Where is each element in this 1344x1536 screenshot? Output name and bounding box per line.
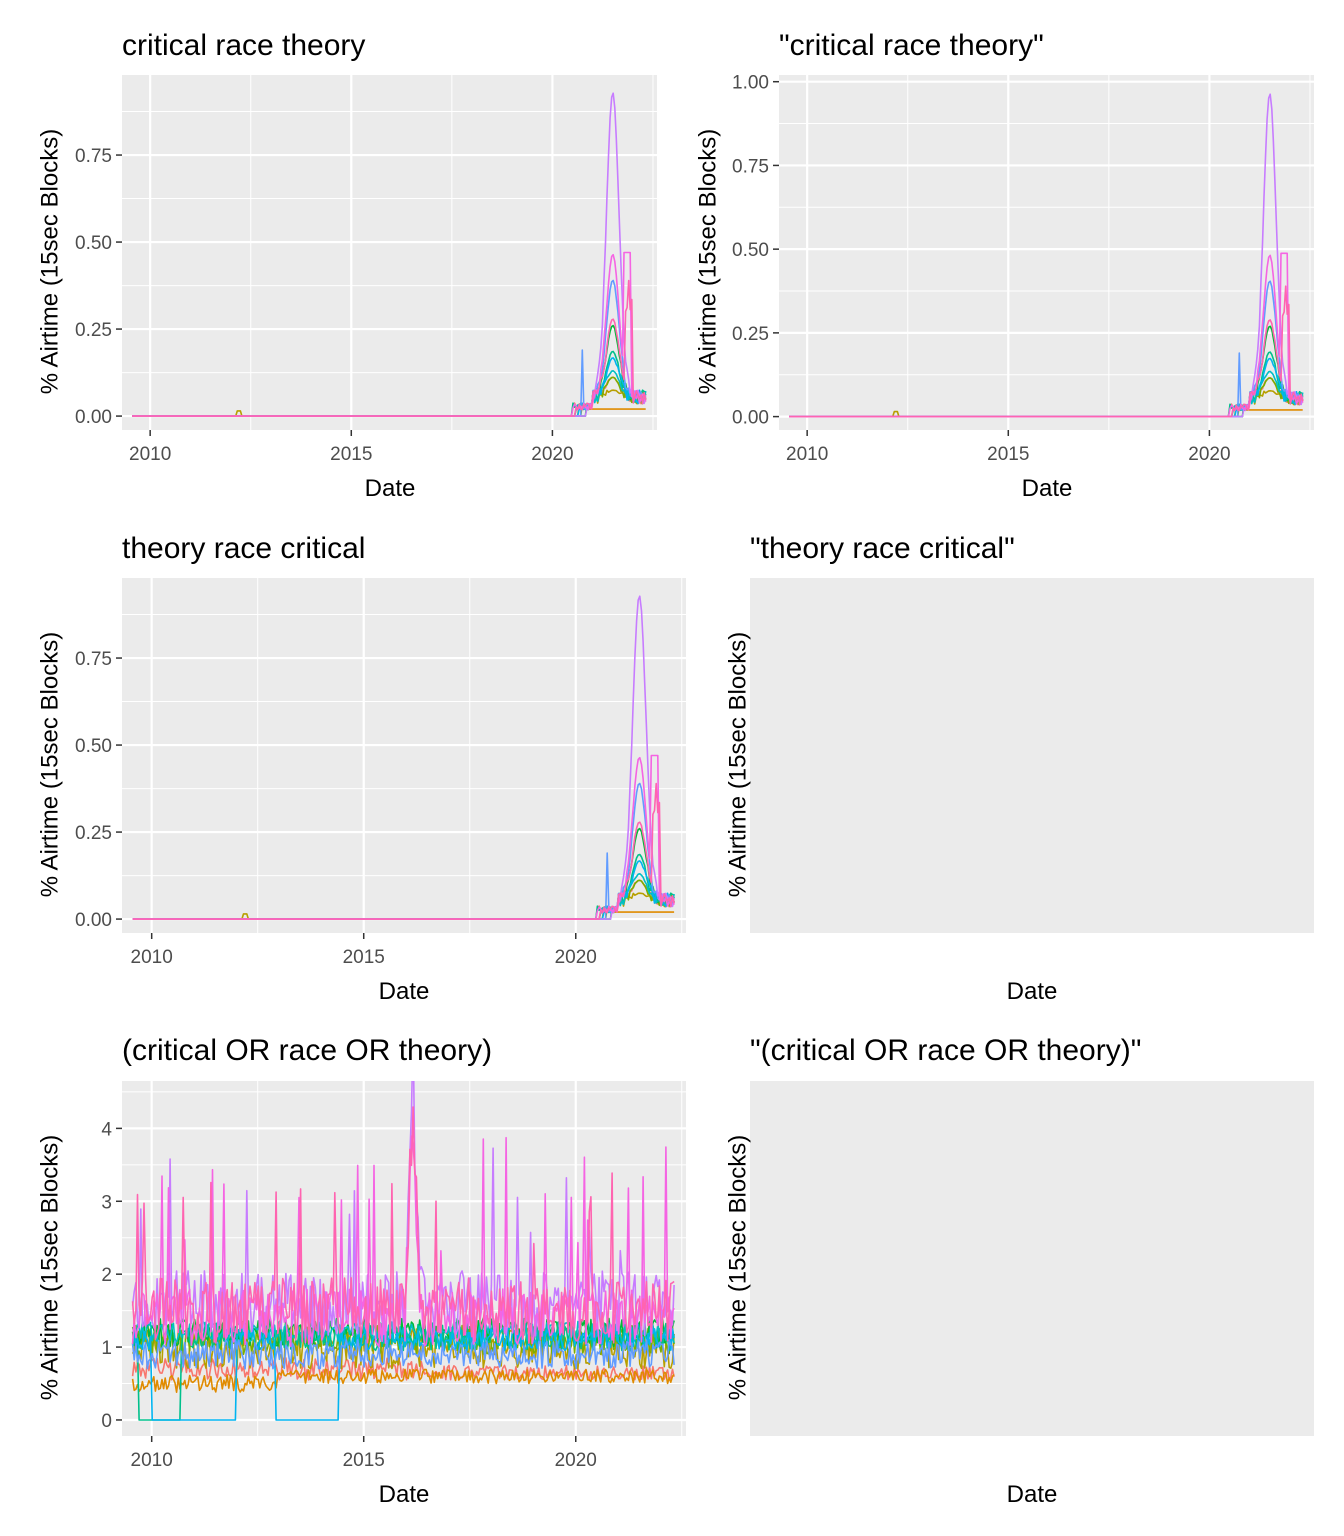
plot-panel	[750, 1081, 1314, 1436]
y-tick-label: 1.00	[732, 73, 769, 94]
panel-6: "(critical OR race OR theory)" % Airtime …	[724, 1034, 1314, 1508]
y-tick-label: 0.25	[75, 320, 112, 341]
y-axis-title: % Airtime (15sec Blocks)	[36, 1135, 63, 1400]
y-tick-label: 0	[101, 1411, 112, 1432]
series-line-12	[131, 1106, 675, 1344]
y-tick-label: 0.75	[75, 146, 112, 167]
y-tick-label: 0.75	[75, 649, 112, 670]
x-tick-label: 2010	[131, 947, 173, 968]
x-axis-title: Date	[1007, 1481, 1058, 1508]
y-tick-label: 0.75	[732, 156, 769, 177]
x-tick-label: 2020	[555, 947, 597, 968]
y-axis-title: % Airtime (15sec Blocks)	[36, 129, 63, 394]
y-tick-label: 0.00	[75, 407, 112, 428]
series-group	[131, 1081, 675, 1421]
y-tick-label: 0.00	[732, 408, 769, 429]
y-axis-title: % Airtime (15sec Blocks)	[694, 129, 721, 394]
panel-title: theory race critical	[122, 532, 365, 565]
y-tick-label: 4	[101, 1119, 112, 1140]
x-tick-label: 2020	[531, 444, 573, 465]
panel-title: (critical OR race OR theory)	[122, 1034, 492, 1067]
x-tick-label: 2010	[131, 1450, 173, 1471]
x-tick-label: 2010	[129, 444, 171, 465]
y-tick-label: 1	[101, 1338, 112, 1359]
y-axis-title: % Airtime (15sec Blocks)	[724, 632, 751, 897]
panel-title: "(critical OR race OR theory)"	[750, 1034, 1141, 1067]
plot-panel	[779, 75, 1314, 430]
series-group	[132, 92, 647, 417]
x-tick-label: 2015	[987, 444, 1029, 465]
y-tick-label: 3	[101, 1192, 112, 1213]
y-tick-label: 0.25	[75, 823, 112, 844]
x-axis-title: Date	[1022, 475, 1073, 502]
series-line-12	[789, 285, 1304, 418]
y-axis-title: % Airtime (15sec Blocks)	[724, 1135, 751, 1400]
y-axis-title: % Airtime (15sec Blocks)	[36, 632, 63, 897]
series-line-12	[132, 279, 647, 417]
series-line-8	[131, 1328, 675, 1421]
plot-panel	[750, 578, 1314, 933]
plot-panel	[122, 1081, 686, 1436]
panel-5: (critical OR race OR theory) % Airtime (1…	[36, 1034, 686, 1508]
panel-title: "theory race critical"	[750, 532, 1015, 565]
series-line-7	[132, 1320, 675, 1345]
plot-panel	[122, 578, 686, 933]
y-tick-label: 2	[101, 1265, 112, 1286]
series-line-12	[132, 782, 675, 920]
panel-title: "critical race theory"	[779, 29, 1044, 62]
series-line-9	[131, 1339, 675, 1370]
y-tick-label: 0.50	[732, 240, 769, 261]
x-tick-label: 2020	[555, 1450, 597, 1471]
panel-1: critical race theory % Airtime (15sec Blo…	[36, 29, 657, 502]
plot-panel	[122, 75, 657, 430]
y-tick-label: 0.00	[75, 910, 112, 931]
x-tick-label: 2020	[1188, 444, 1230, 465]
panel-2: "critical race theory" % Airtime (15sec B…	[694, 29, 1314, 502]
x-tick-label: 2015	[343, 1450, 385, 1471]
y-tick-label: 0.25	[732, 324, 769, 345]
y-tick-label: 0.50	[75, 736, 112, 757]
x-axis-title: Date	[1007, 978, 1058, 1005]
x-tick-label: 2010	[786, 444, 828, 465]
series-line-2	[131, 1368, 675, 1393]
series-group	[789, 93, 1304, 418]
x-tick-label: 2015	[343, 947, 385, 968]
x-axis-title: Date	[365, 475, 416, 502]
panel-4: "theory race critical" % Airtime (15sec B…	[724, 532, 1314, 1005]
x-tick-label: 2015	[330, 444, 372, 465]
panel-3: theory race critical % Airtime (15sec Blo…	[36, 532, 686, 1005]
series-group	[132, 595, 675, 920]
x-axis-title: Date	[379, 1481, 430, 1508]
panel-title: critical race theory	[122, 29, 365, 62]
series-line-6	[131, 1320, 675, 1421]
y-tick-label: 0.50	[75, 233, 112, 254]
x-axis-title: Date	[379, 978, 430, 1005]
